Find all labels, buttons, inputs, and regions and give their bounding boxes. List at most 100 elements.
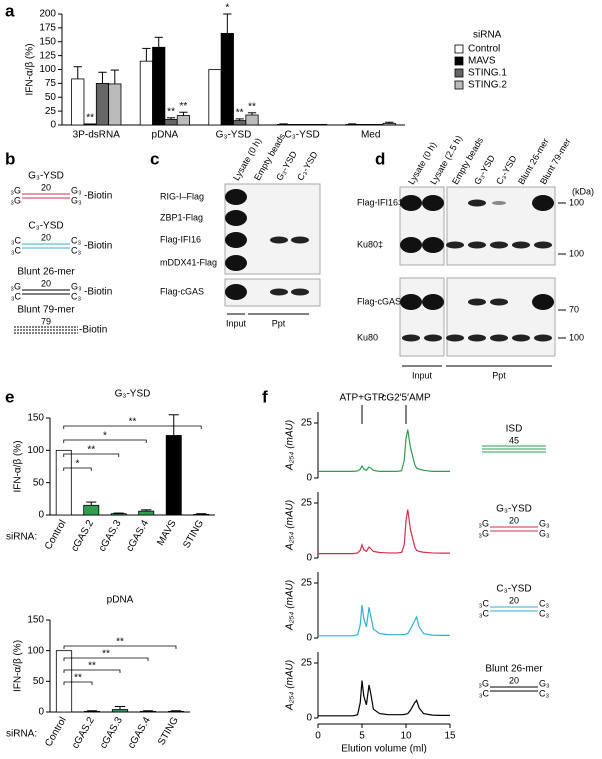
significance: ** [129,417,137,428]
band [490,298,508,306]
group-label: Ppt [272,318,286,328]
significance: * [76,459,80,470]
row-label: Flag-cGAS [357,296,401,306]
y-tick-label: 0 [306,713,312,724]
band [291,236,309,244]
band [400,195,422,211]
probe-end: C₃ [71,245,81,255]
significance: ** [167,106,175,117]
bar [345,124,359,126]
band [490,334,508,342]
band [270,288,288,296]
probe-length: 20 [509,515,519,525]
y-tick-label: 0 [306,553,312,564]
bar [55,650,73,713]
group-label: Input [412,370,433,380]
gel-blot [399,277,445,357]
band [512,334,530,342]
significance: ** [88,661,96,672]
y-tick-label: 0 [38,707,44,718]
x-tick-label: cGAS.2 [69,518,96,554]
axis-caption: siRNA: [6,729,37,740]
bar [301,124,315,126]
probe-end: ₃G [10,185,21,195]
probe-end: ₃C [11,245,22,255]
probe-end: ₃G [478,518,489,528]
probe-tag: -Biotin [84,241,112,252]
band [225,232,247,248]
probe-length: 45 [509,435,519,445]
probe-end: ₃C [479,608,490,618]
chart-title: pDNA [107,595,134,606]
y-tick-label: 0 [50,120,56,131]
legend-label: MAVS [468,56,496,67]
bar [357,124,372,126]
band [534,334,552,342]
bar [83,123,97,126]
y-tick-label: 25 [301,498,313,509]
significance-bracket [63,681,93,685]
row-label: Ku80 [357,332,378,342]
annotation: cG2′5′AMP [381,393,431,404]
probe-end: C₃ [71,291,81,301]
x-tick-label: 5 [359,731,365,742]
band [468,334,486,342]
panel-label: c [150,149,159,168]
y-axis-label: A₂₅₄ (mAU) [285,420,296,471]
y-tick-label: 100 [27,645,44,656]
row-label: Flag-cGAS [160,286,204,296]
bar [95,82,110,126]
bar [245,114,259,126]
group-label: Ppt [492,370,506,380]
panel-label: f [262,387,268,406]
band [291,288,309,296]
probe-end: ₃G [10,195,21,205]
band [225,189,247,205]
probe-end: G₃ [539,528,550,538]
x-axis-label: Elution volume (ml) [341,744,427,755]
y-tick-label: 200 [39,9,56,20]
bar [289,124,303,126]
bar [220,33,234,126]
probe-name: G₃-YSD [28,171,64,182]
legend-swatch [454,80,464,90]
significance-bracket [63,439,147,443]
x-tick-label: G₃-YSD [216,130,252,141]
probe-length: 20 [509,675,519,685]
bar [208,69,222,126]
band [422,237,444,253]
significance: ** [248,101,256,112]
x-tick-label: cGAS.2 [70,715,97,751]
unit-label: (kDa) [572,186,594,196]
band [225,284,247,300]
legend-swatch [454,56,464,66]
probe-tag: -Biotin [84,287,112,298]
x-tick-label: 10 [400,731,412,742]
significance: ** [180,101,188,112]
significance-bracket [63,467,92,471]
y-tick-label: 25 [301,578,313,589]
x-tick-label: cGAS.4 [126,715,153,751]
axis-caption: siRNA: [6,532,37,543]
probe-end: G₃ [539,678,550,688]
trace [318,680,450,717]
probe-end: ₃C [11,291,22,301]
band [532,195,554,211]
legend-title: siRNA [473,30,502,41]
probe-end: G₃ [71,281,82,291]
x-tick-label: Med [361,130,380,141]
x-tick-label: cGAS.3 [97,518,124,554]
y-tick-label: 50 [45,92,57,103]
panel-label: d [375,149,385,168]
y-tick-label: 0 [38,510,44,521]
bar [164,119,178,126]
band [422,195,444,211]
significance-bracket [63,425,202,429]
band [424,334,442,342]
x-tick-label: STING [181,518,206,550]
y-axis-label: A₂₅₄ (mAU) [285,500,296,551]
band [468,241,486,249]
row-label: mDDX41-Flag [160,257,217,267]
y-tick-label: 150 [27,413,44,424]
probe-end: C₃ [71,235,81,245]
